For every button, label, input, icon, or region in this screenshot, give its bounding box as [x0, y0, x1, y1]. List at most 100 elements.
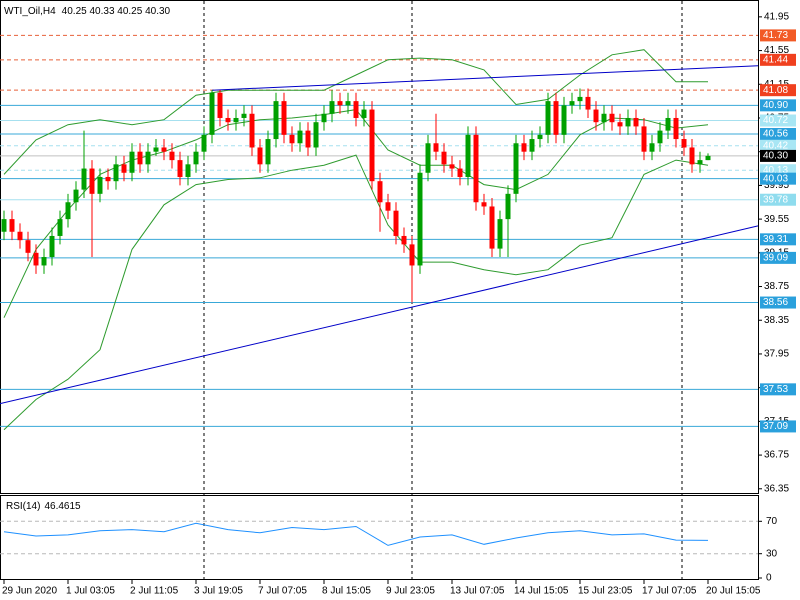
level-label: 41.08: [763, 85, 788, 96]
x-tick-label: 13 Jul 07:05: [450, 586, 505, 597]
candle-body: [369, 109, 375, 182]
level-label-bg: [760, 251, 796, 264]
level-label: 39.09: [763, 253, 788, 264]
candle-body: [321, 113, 327, 123]
candle-body: [97, 176, 103, 194]
candle-body: [377, 181, 383, 203]
x-tick-label: 8 Jul 15:05: [322, 586, 371, 597]
x-tick-label: 1 Jul 03:05: [66, 586, 115, 597]
level-label: 37.53: [763, 384, 788, 395]
x-tick-label: 17 Jul 07:05: [642, 586, 697, 597]
x-tick-label: 15 Jul 23:05: [578, 586, 633, 597]
level-label: 37.09: [763, 421, 788, 432]
candle-body: [561, 105, 567, 135]
candle-body: [689, 147, 695, 165]
candle-body: [217, 92, 223, 118]
level-label: 39.31: [763, 234, 788, 245]
trendline: [211, 65, 759, 91]
rsi-panel: [0, 495, 759, 580]
candle-body: [697, 160, 703, 165]
level-label-bg: [760, 233, 796, 246]
candle-body: [25, 240, 31, 253]
x-tick-label: 20 Jul 15:05: [706, 586, 761, 597]
candle-body: [601, 113, 607, 123]
candle-body: [657, 130, 663, 144]
level-label: 41.44: [763, 54, 788, 65]
candle-body: [609, 113, 615, 123]
candle-body: [649, 143, 655, 152]
candle-body: [193, 151, 199, 165]
level-label-bg: [760, 127, 796, 140]
rsi-name: RSI(14): [6, 501, 40, 512]
level-label: 40.90: [763, 100, 788, 111]
candle-body: [569, 101, 575, 106]
candle-body: [249, 113, 255, 148]
rsi-tick-label: 0: [766, 573, 772, 584]
candle-body: [209, 92, 215, 135]
candle-body: [457, 168, 463, 177]
candle-body: [161, 147, 167, 152]
candle-body: [505, 193, 511, 220]
level-label: 40.03: [763, 173, 788, 184]
band-upper: [3, 49, 708, 175]
x-tick-label: 14 Jul 15:05: [514, 586, 569, 597]
candle-body: [73, 189, 79, 203]
level-label: 40.72: [763, 115, 788, 126]
level-label-bg: [760, 296, 796, 309]
candle-body: [345, 101, 351, 106]
x-tick-label: 29 Jun 2020: [2, 586, 57, 597]
candle-body: [177, 160, 183, 177]
rsi-tick-label: 30: [766, 548, 778, 559]
x-tick-label: 3 Jul 19:05: [194, 586, 243, 597]
level-label: 40.13: [763, 165, 788, 176]
candle-body: [385, 202, 391, 211]
band-lower: [3, 154, 709, 431]
y-tick-label: 38.35: [764, 315, 789, 326]
level-label-bg: [760, 149, 796, 162]
candle-body: [185, 164, 191, 177]
level-label: 41.73: [763, 30, 788, 41]
candle-body: [529, 139, 535, 152]
candle-body: [169, 151, 175, 161]
trendline: [0, 225, 759, 405]
candle-body: [401, 235, 407, 245]
rsi-line: [3, 522, 709, 546]
candle-body: [473, 134, 479, 203]
candle-body: [361, 109, 367, 118]
level-label: 40.56: [763, 129, 788, 140]
candle-body: [665, 117, 671, 131]
candle-body: [41, 257, 47, 266]
candle-body: [33, 252, 39, 266]
candle-body: [593, 109, 599, 123]
y-tick-label: 39.55: [764, 214, 789, 225]
candle-body: [537, 134, 543, 140]
candle-body: [441, 151, 447, 165]
candle-body: [265, 139, 271, 165]
candle-body: [329, 101, 335, 114]
candle-body: [353, 101, 359, 118]
candle-body: [425, 143, 431, 173]
candle-body: [633, 117, 639, 127]
candle-body: [129, 151, 135, 173]
level-label: 39.78: [763, 194, 788, 205]
candle-body: [521, 143, 527, 152]
level-label-bg: [760, 172, 796, 185]
candle-body: [137, 151, 143, 165]
level-label-bg: [760, 139, 796, 152]
y-tick-label: 39.95: [764, 180, 789, 191]
candle-body: [577, 96, 583, 102]
candle-body: [113, 164, 119, 182]
x-tick-label: 9 Jul 23:05: [386, 586, 435, 597]
candle-body: [641, 126, 647, 152]
candle-body: [145, 151, 151, 165]
x-tick-label: 2 Jul 11:05: [130, 586, 179, 597]
candle-body: [513, 143, 519, 194]
candle-body: [313, 122, 319, 148]
candle-body: [65, 202, 71, 220]
level-label-bg: [760, 114, 796, 127]
candle-body: [225, 117, 231, 123]
candle-body: [1, 219, 7, 232]
